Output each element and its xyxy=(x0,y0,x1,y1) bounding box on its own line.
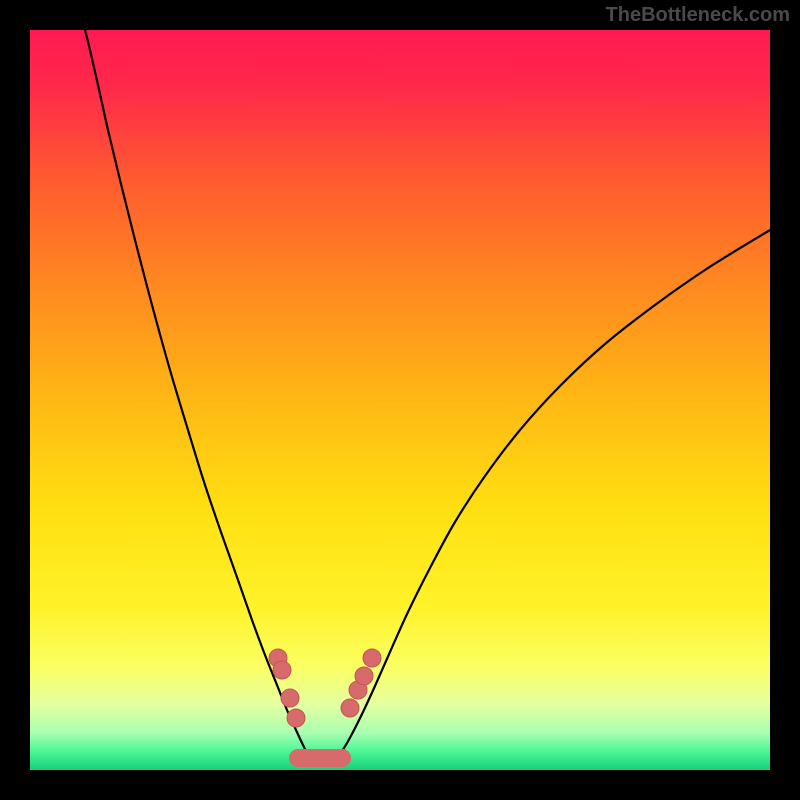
plot-background-gradient xyxy=(30,30,770,770)
marker-right-2 xyxy=(355,667,373,685)
marker-left-2 xyxy=(281,689,299,707)
watermark-text: TheBottleneck.com xyxy=(606,4,790,27)
marker-right-0 xyxy=(341,699,359,717)
marker-right-3 xyxy=(363,649,381,667)
chart-container: TheBottleneck.com xyxy=(0,0,800,800)
marker-left-3 xyxy=(287,709,305,727)
bottleneck-chart xyxy=(0,0,800,800)
marker-left-1 xyxy=(273,661,291,679)
